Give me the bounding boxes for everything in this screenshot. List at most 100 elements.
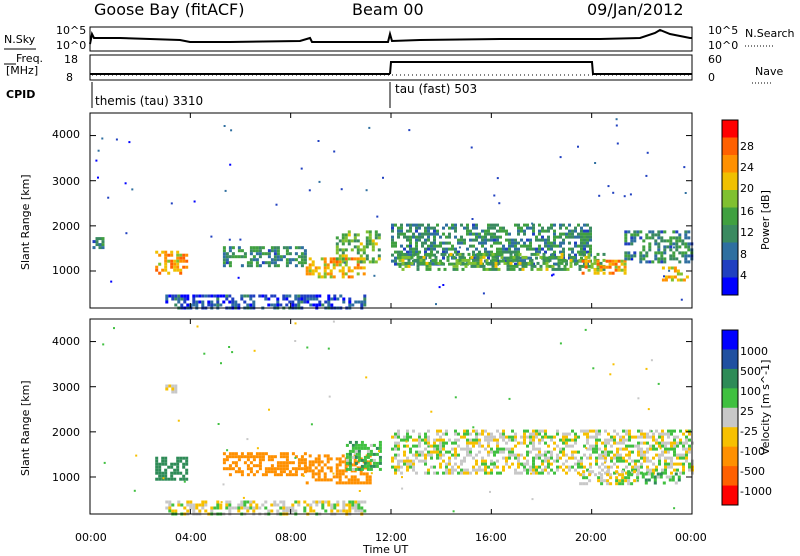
velocity-cell bbox=[472, 465, 475, 469]
power-cell bbox=[681, 239, 685, 243]
velocity-cell bbox=[397, 432, 400, 436]
power-cell bbox=[624, 236, 628, 240]
velocity-cell bbox=[457, 453, 460, 457]
velocity-cell bbox=[526, 453, 529, 457]
power-cell bbox=[347, 233, 351, 237]
velocity-cell bbox=[317, 472, 321, 476]
power-cell bbox=[529, 238, 532, 242]
power-cell bbox=[183, 297, 187, 301]
power-cell bbox=[225, 261, 229, 265]
power-cell bbox=[545, 258, 549, 262]
power-cell bbox=[338, 263, 342, 267]
velocity-cell bbox=[532, 432, 535, 436]
power-cell bbox=[458, 258, 462, 262]
power-cell bbox=[425, 261, 429, 265]
velocity-cell bbox=[391, 465, 394, 469]
velocity-cell bbox=[604, 444, 607, 448]
velocity-cell bbox=[502, 432, 505, 436]
velocity-cell bbox=[508, 465, 511, 469]
velocity-cell bbox=[375, 461, 379, 465]
power-cell bbox=[332, 275, 336, 279]
velocity-cell bbox=[353, 475, 357, 479]
velocity-cell bbox=[520, 462, 523, 466]
power-cell bbox=[562, 250, 565, 254]
power-cell bbox=[312, 294, 316, 298]
power-cell bbox=[577, 223, 580, 227]
velocity-cell bbox=[342, 506, 346, 510]
velocity-cell bbox=[637, 429, 640, 433]
velocity-cell bbox=[673, 435, 676, 439]
velocity-cell bbox=[375, 446, 379, 450]
velocity-cell bbox=[375, 464, 379, 468]
power-cell bbox=[332, 260, 336, 264]
velocity-cell bbox=[276, 503, 280, 507]
power-cell bbox=[347, 269, 351, 273]
power-cell bbox=[407, 261, 411, 265]
velocity-cell bbox=[640, 441, 643, 445]
velocity-cell bbox=[598, 429, 601, 433]
power-cell bbox=[454, 223, 457, 227]
power-cell bbox=[667, 266, 671, 270]
power-cell bbox=[338, 254, 342, 258]
power-cell bbox=[397, 226, 400, 230]
velocity-cell bbox=[670, 441, 673, 445]
velocity-cell bbox=[472, 456, 475, 460]
power-cell bbox=[273, 294, 277, 298]
velocity-cell bbox=[622, 438, 625, 442]
velocity-cell bbox=[267, 467, 271, 471]
power-cell bbox=[508, 238, 511, 242]
power-cell bbox=[177, 300, 181, 304]
power-cell bbox=[394, 241, 397, 245]
power-cell bbox=[258, 264, 262, 268]
velocity-cell bbox=[348, 509, 352, 513]
power-cell bbox=[98, 246, 102, 250]
power-cell bbox=[660, 236, 664, 240]
velocity-cell bbox=[406, 429, 409, 433]
power-cell bbox=[553, 223, 556, 227]
power-cell bbox=[514, 247, 517, 251]
power-cell bbox=[329, 257, 333, 261]
velocity-cell bbox=[448, 456, 451, 460]
velocity-colorbar-swatch bbox=[722, 466, 738, 487]
velocity-cell bbox=[342, 503, 346, 507]
velocity-cell bbox=[436, 447, 439, 451]
power-cell bbox=[578, 258, 582, 262]
power-cell bbox=[509, 252, 513, 256]
velocity-cell bbox=[356, 478, 360, 482]
velocity-cell bbox=[511, 450, 514, 454]
velocity-cell bbox=[499, 447, 502, 451]
velocity-cell bbox=[547, 456, 550, 460]
velocity-cell bbox=[484, 447, 487, 451]
power-cell bbox=[231, 303, 235, 307]
velocity-cell bbox=[324, 509, 328, 513]
power-cell bbox=[548, 264, 552, 268]
power-cell bbox=[553, 232, 556, 236]
power-scatter-point bbox=[498, 202, 501, 205]
power-cell bbox=[448, 241, 451, 245]
power-cell bbox=[391, 229, 394, 233]
power-cell bbox=[371, 260, 375, 264]
power-cell bbox=[442, 250, 445, 254]
power-cell bbox=[249, 258, 253, 262]
power-cell bbox=[639, 230, 643, 234]
velocity-cell bbox=[517, 456, 520, 460]
velocity-cell bbox=[677, 475, 681, 479]
velocity-cell bbox=[294, 470, 298, 474]
power-cell bbox=[529, 247, 532, 251]
power-cell bbox=[359, 260, 363, 264]
velocity-cell bbox=[582, 470, 586, 474]
velocity-cell bbox=[658, 435, 661, 439]
power-cell bbox=[401, 252, 405, 256]
velocity-cell bbox=[532, 462, 535, 466]
power-cell bbox=[255, 246, 259, 250]
power-cell bbox=[416, 261, 420, 265]
velocity-cell bbox=[532, 444, 535, 448]
velocity-cell bbox=[317, 475, 321, 479]
xtick-5: 20:00 bbox=[575, 531, 607, 544]
velocity-cell bbox=[597, 476, 601, 480]
power-cell bbox=[574, 259, 577, 263]
power-cell bbox=[580, 241, 583, 245]
power-cell bbox=[551, 255, 555, 259]
power-cell bbox=[222, 261, 226, 265]
velocity-cell bbox=[490, 462, 493, 466]
